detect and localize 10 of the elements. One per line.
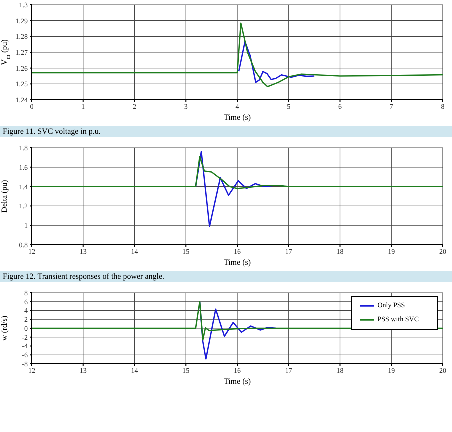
line-series	[238, 41, 316, 84]
y-axis-title: w (rd/s)	[0, 316, 9, 342]
x-axis-title: Time (s)	[224, 113, 252, 122]
y-axis-title: Delta (pu)	[0, 180, 9, 213]
line-series	[32, 156, 443, 190]
caption: Figure 11. SVC voltage in p.u.	[0, 126, 452, 137]
caption: Figure 12. Transient responses of the power angle.	[0, 271, 452, 282]
x-axis-title: Time (s)	[224, 258, 252, 267]
line-series	[32, 22, 443, 88]
x-axis-title: Time (s)	[224, 377, 252, 386]
